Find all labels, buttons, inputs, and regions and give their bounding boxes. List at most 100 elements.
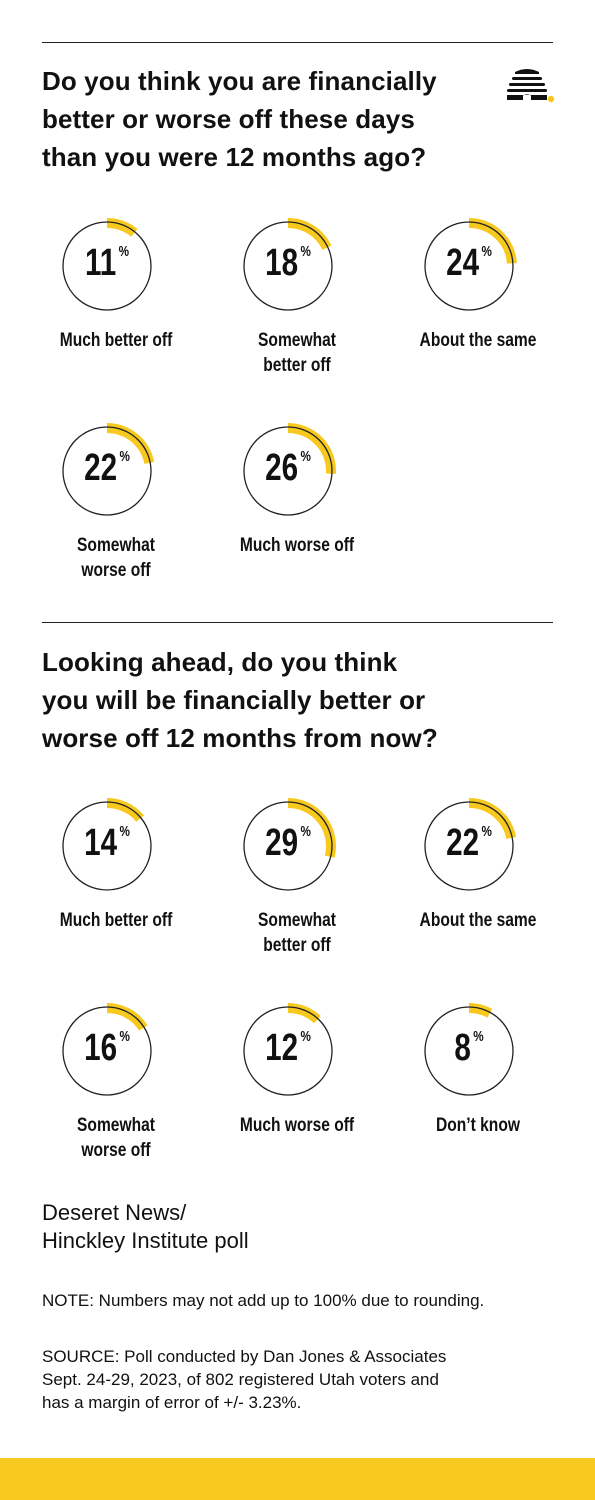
question-2-line-3: worse off 12 months from now? xyxy=(42,723,438,753)
percent-number: 14 xyxy=(84,822,118,864)
donut-value-arc xyxy=(106,423,155,465)
percent-value: 29% xyxy=(252,823,324,863)
category-label-line: worse off xyxy=(81,560,151,581)
source-line-3: has a margin of error of +/- 3.23%. xyxy=(42,1393,302,1412)
donut-somewhat-worse-off: 16% xyxy=(61,995,171,1105)
percent-value: 22% xyxy=(71,448,143,488)
donut-graphic xyxy=(243,423,336,516)
donut-graphic xyxy=(424,798,517,891)
donut-graphic xyxy=(424,218,517,311)
category-label-about-the-same: About the same xyxy=(412,908,543,933)
rounding-note: NOTE: Numbers may not add up to 100% due… xyxy=(42,1291,485,1310)
donut-much-worse-off: 12% xyxy=(242,995,352,1105)
credit-line-2: Hinckley Institute poll xyxy=(42,1228,249,1253)
category-label-line: better off xyxy=(263,935,331,956)
donut-outline-ring xyxy=(424,1006,514,1096)
percent-sign: % xyxy=(300,1028,311,1045)
percent-sign: % xyxy=(119,1028,130,1045)
top-divider xyxy=(42,42,553,43)
percent-value: 14% xyxy=(71,823,143,863)
donut-value-arc xyxy=(287,218,332,251)
category-label-much-worse-off: Much worse off xyxy=(231,1113,362,1138)
percent-value: 18% xyxy=(252,243,324,283)
percent-value: 12% xyxy=(252,1028,324,1068)
credit-line-1: Deseret News/ xyxy=(42,1200,187,1225)
category-label-much-worse-off: Much worse off xyxy=(231,533,362,558)
category-label-line: Much better off xyxy=(59,910,173,931)
donut-value-arc xyxy=(106,798,144,822)
category-label-line: Much worse off xyxy=(239,535,355,556)
donut-value-arc xyxy=(287,798,336,858)
donut-graphic xyxy=(424,1003,514,1096)
donut-value-arc xyxy=(106,1003,148,1031)
donut-graphic xyxy=(62,218,152,311)
footer-accent-band xyxy=(0,1458,595,1500)
category-label-line: Somewhat xyxy=(77,535,155,556)
category-label-line: better off xyxy=(263,355,331,376)
donut-graphic xyxy=(62,423,155,516)
donut-value-arc xyxy=(468,1003,493,1018)
donut-outline-ring xyxy=(62,1006,152,1096)
percent-number: 18 xyxy=(265,242,299,284)
category-label-somewhat-worse-off: Somewhat worse off xyxy=(50,1113,181,1163)
percent-sign: % xyxy=(473,1028,484,1045)
category-label-line: Much worse off xyxy=(239,1115,355,1136)
donut-graphic xyxy=(243,218,333,311)
donut-value-arc xyxy=(287,1003,321,1024)
category-label-line: Somewhat xyxy=(258,910,336,931)
donut-outline-ring xyxy=(62,426,152,516)
percent-number: 12 xyxy=(265,1027,299,1069)
category-label-much-better-off: Much better off xyxy=(50,328,181,353)
category-label-somewhat-better-off: Somewhat better off xyxy=(231,908,362,958)
donut-somewhat-better-off: 18% xyxy=(242,210,352,320)
donut-graphic xyxy=(62,1003,152,1096)
percent-sign: % xyxy=(119,823,130,840)
donut-somewhat-better-off: 29% xyxy=(242,790,352,900)
percent-number: 24 xyxy=(446,242,480,284)
category-label-line: Much better off xyxy=(59,330,173,351)
category-label-much-better-off: Much better off xyxy=(50,908,181,933)
percent-number: 29 xyxy=(265,822,299,864)
question-1-line-2: better or worse off these days xyxy=(42,104,415,134)
category-label-line: About the same xyxy=(419,910,537,931)
donut-much-better-off: 11% xyxy=(61,210,171,320)
donut-about-the-same: 22% xyxy=(423,790,533,900)
percent-value: 16% xyxy=(71,1028,143,1068)
percent-value: 24% xyxy=(433,243,505,283)
category-label-don-t-know: Don’t know xyxy=(412,1113,543,1138)
donut-outline-ring xyxy=(243,1006,333,1096)
percent-value: 11% xyxy=(71,243,143,283)
donut-graphic xyxy=(62,798,152,891)
percent-sign: % xyxy=(118,243,130,260)
beehive-icon xyxy=(507,69,555,103)
percent-value: 26% xyxy=(252,448,324,488)
percent-sign: % xyxy=(481,823,492,840)
percent-number: 22 xyxy=(84,447,118,489)
percent-sign: % xyxy=(300,243,311,260)
percent-number: 16 xyxy=(84,1027,118,1069)
percent-sign: % xyxy=(119,448,130,465)
middle-divider xyxy=(42,622,553,623)
percent-sign: % xyxy=(481,243,492,260)
percent-value: 8% xyxy=(433,1028,505,1068)
donut-outline-ring xyxy=(62,221,152,311)
percent-number: 26 xyxy=(265,447,299,489)
category-label-line: Somewhat xyxy=(258,330,336,351)
question-2-line-2: you will be financially better or xyxy=(42,685,426,715)
category-label-line: worse off xyxy=(81,1140,151,1161)
category-label-line: About the same xyxy=(419,330,537,351)
donut-outline-ring xyxy=(424,221,514,311)
donut-much-better-off: 14% xyxy=(61,790,171,900)
donut-outline-ring xyxy=(243,426,333,516)
donut-value-arc xyxy=(468,798,517,840)
category-label-line: Don’t know xyxy=(436,1115,520,1136)
percent-number: 22 xyxy=(446,822,480,864)
donut-outline-ring xyxy=(424,801,514,891)
poll-credit: Deseret News/ Hinckley Institute poll xyxy=(42,1199,249,1255)
donut-graphic xyxy=(243,798,336,891)
percent-sign: % xyxy=(300,823,311,840)
question-1-line-1: Do you think you are financially xyxy=(42,66,437,96)
category-label-somewhat-worse-off: Somewhat worse off xyxy=(50,533,181,583)
source-note: SOURCE: Poll conducted by Dan Jones & As… xyxy=(42,1345,542,1414)
percent-value: 22% xyxy=(433,823,505,863)
